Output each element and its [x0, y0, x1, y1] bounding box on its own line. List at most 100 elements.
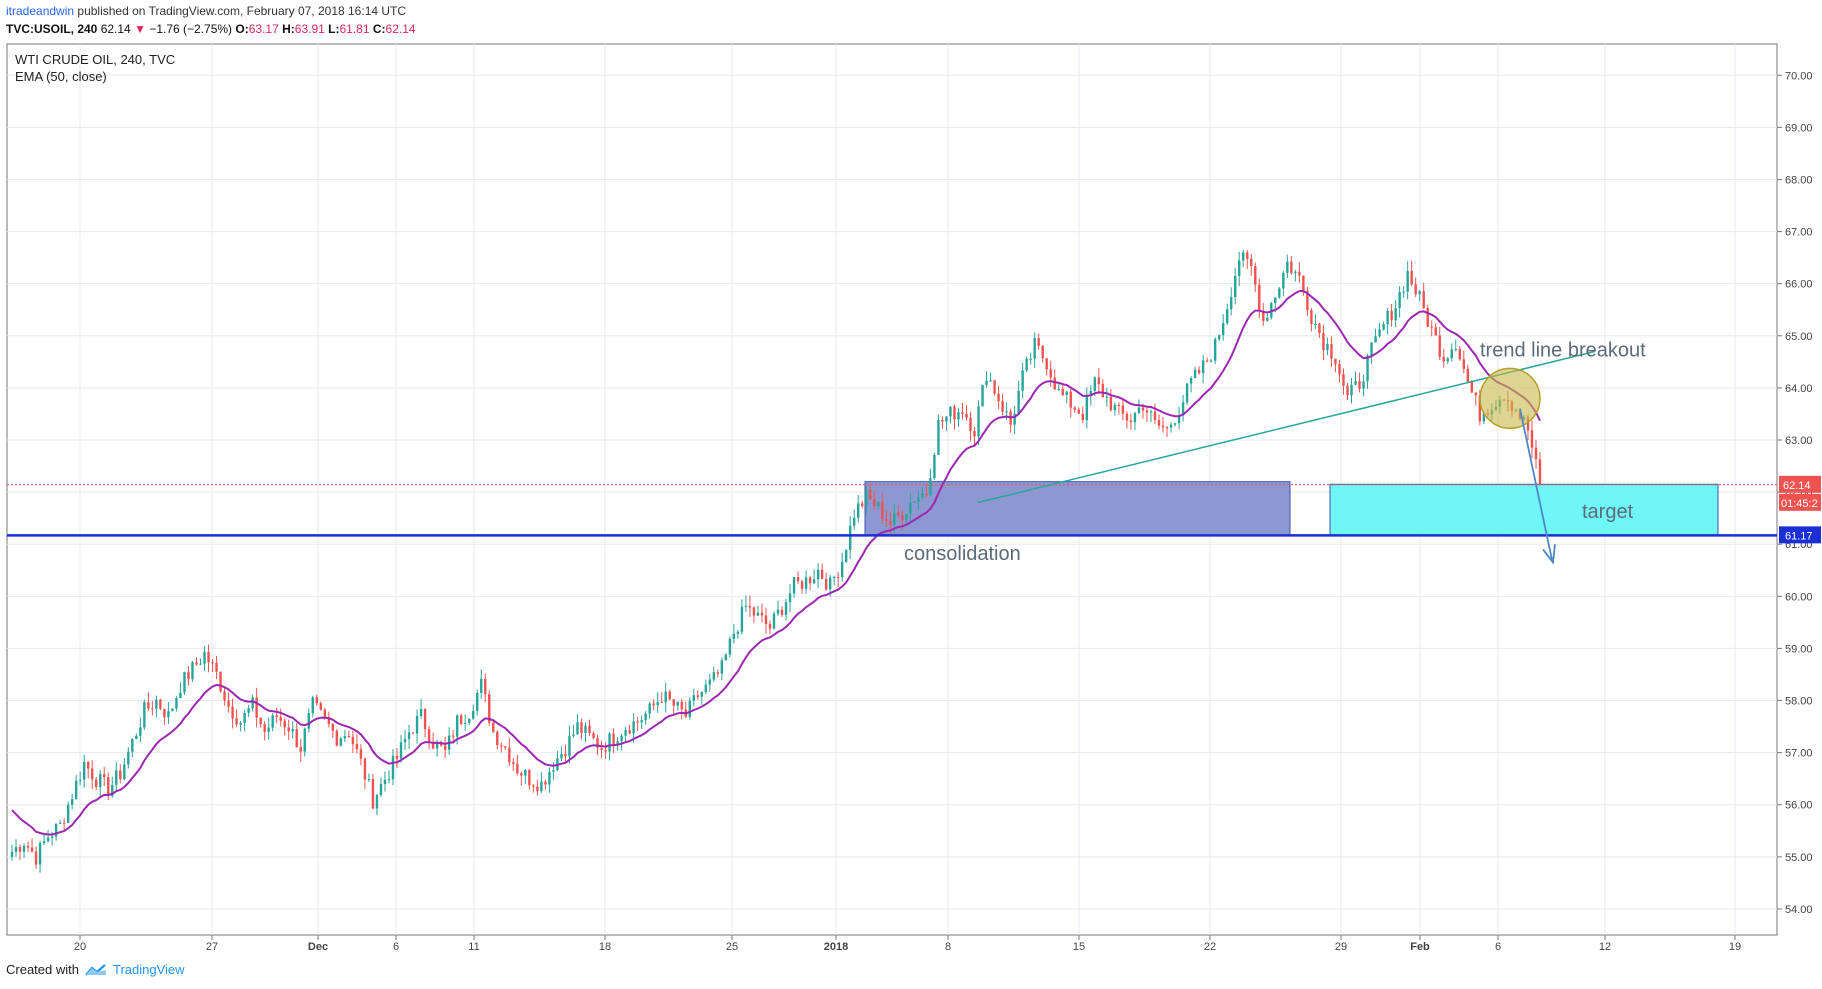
candle-down	[800, 581, 804, 589]
arrow-head-icon	[1542, 544, 1556, 565]
candle-down	[119, 770, 122, 780]
open-label: O:	[235, 22, 249, 36]
candle-up	[1033, 338, 1036, 359]
close-label: C:	[372, 22, 386, 36]
candle-down	[885, 518, 888, 521]
x-axis: 20 27 Dec 6 11 18 25 2018 8 15 22 29 Feb 6 12 19	[74, 935, 1741, 950]
candle-down	[580, 722, 583, 734]
candle-up	[1454, 349, 1457, 351]
publish-text: published on TradingView.com, February 0…	[77, 4, 407, 18]
candle-down	[1346, 385, 1349, 396]
candle-up	[720, 660, 724, 674]
candle-up	[700, 691, 704, 697]
x-tick-label: 6	[1495, 941, 1501, 950]
candle-down	[588, 725, 591, 734]
candle-up	[1314, 323, 1317, 325]
candle-up	[1266, 317, 1269, 321]
candle-down	[512, 762, 515, 764]
candle-down	[760, 612, 764, 616]
candle-down	[1061, 389, 1064, 395]
candle-up	[1366, 355, 1369, 382]
tradingview-link[interactable]: TradingView	[112, 962, 185, 977]
candle-up	[1229, 297, 1233, 310]
candle-down	[528, 769, 531, 786]
candle-down	[1470, 382, 1474, 393]
x-tick-label: 29	[1335, 941, 1347, 950]
candle-down	[680, 701, 683, 710]
candle-up	[66, 804, 70, 823]
candle-down	[1117, 404, 1121, 406]
candle-up	[736, 631, 740, 634]
candle-down	[660, 701, 663, 703]
y-tick-label: 64.00	[1785, 383, 1813, 395]
annotation-consolidation: consolidation	[904, 543, 1021, 565]
candle-down	[1478, 395, 1482, 422]
candle-up	[1326, 344, 1329, 351]
support-tag-label: 61.17	[1785, 530, 1813, 542]
candle-up	[183, 671, 186, 693]
candle-down	[1157, 419, 1161, 426]
candle-down	[1153, 411, 1157, 420]
candle-down	[861, 503, 864, 507]
candle-down	[1121, 405, 1125, 414]
indicator-label[interactable]: EMA (50, close)	[15, 69, 107, 84]
ema-50-line	[11, 290, 1541, 836]
y-tick-label: 63.00	[1785, 435, 1813, 447]
candle-up	[1482, 413, 1486, 422]
candle-up	[913, 501, 916, 503]
candle-down	[347, 736, 351, 738]
candle-up	[199, 663, 202, 665]
countdown-tag	[1779, 493, 1821, 511]
candle-up	[135, 735, 138, 740]
y-tick-label: 57.00	[1785, 748, 1813, 760]
x-tick-label: 25	[726, 941, 738, 950]
candle-down	[1129, 420, 1133, 423]
candle-up	[167, 711, 170, 718]
y-tick-label: 55.00	[1785, 852, 1813, 864]
candle-down	[488, 694, 491, 723]
candle-up	[676, 701, 679, 706]
candle-down	[319, 703, 323, 710]
candle-down	[564, 754, 567, 757]
x-tick-label: 22	[1204, 941, 1216, 950]
candle-up	[616, 741, 619, 745]
down-arrow-icon	[1519, 408, 1553, 561]
candle-down	[1430, 326, 1433, 328]
candle-down	[431, 742, 435, 749]
candle-down	[459, 715, 463, 724]
candle-up	[22, 845, 26, 852]
candle-up	[407, 732, 411, 739]
x-tick-label: Feb	[1410, 941, 1430, 950]
candle-up	[171, 708, 174, 712]
y-tick-label: 59.00	[1785, 643, 1813, 655]
author-link[interactable]: itradeandwin	[6, 4, 75, 18]
price-chart[interactable]: 54.0055.0056.0057.0058.0059.0060.0061.00…	[0, 0, 1822, 950]
candle-down	[824, 578, 828, 590]
target-box	[1329, 483, 1719, 536]
x-tick-label: 8	[945, 941, 951, 950]
candle-down	[1290, 261, 1293, 274]
candle-down	[451, 735, 455, 737]
candle-down	[187, 671, 190, 680]
x-tick-label: 18	[599, 941, 611, 950]
candle-up	[865, 489, 868, 507]
candle-down	[1001, 401, 1004, 412]
candle-down	[1458, 349, 1461, 360]
candle-up	[692, 695, 695, 701]
candle-down	[327, 716, 331, 725]
x-tick-label: 19	[1729, 941, 1741, 950]
candle-up	[1278, 288, 1281, 298]
publish-info: itradeandwin published on TradingView.co…	[6, 4, 406, 18]
candle-down	[1330, 344, 1333, 359]
candle-up	[981, 384, 984, 407]
candle-up	[857, 503, 860, 518]
candle-up	[1029, 358, 1032, 360]
candle-down	[34, 851, 38, 865]
candle-up	[58, 822, 62, 824]
candle-down	[227, 700, 230, 707]
candle-up	[1418, 291, 1421, 295]
candle-up	[576, 722, 579, 735]
candle-down	[1161, 425, 1165, 428]
candle-down	[1145, 410, 1149, 413]
candle-down	[600, 748, 603, 750]
